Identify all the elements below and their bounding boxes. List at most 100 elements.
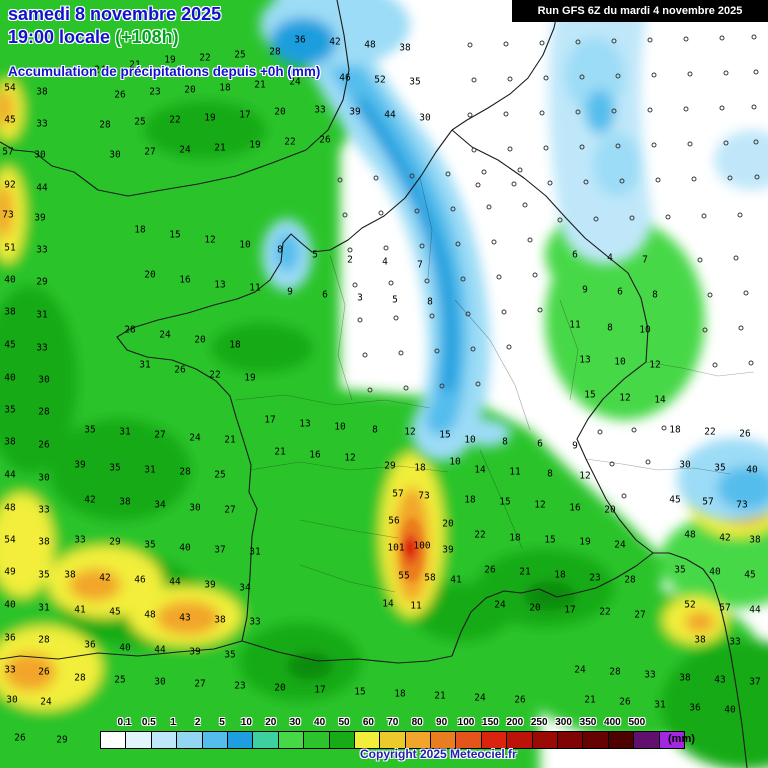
trace-dot [409,173,415,179]
precip-value: 44 [4,469,16,481]
legend-tick-label: 200 [506,717,524,728]
trace-dot [460,276,466,282]
trace-dot [753,69,759,75]
trace-dot [655,177,661,183]
precip-value: 12 [619,392,631,404]
legend-color-cell [583,732,609,748]
precip-value: 7 [417,259,423,271]
precip-value: 18 [229,339,241,351]
trace-dot [687,71,693,77]
run-info-text: Run GFS 6Z du mardi 4 novembre 2025 [537,5,743,17]
precip-value: 6 [322,289,328,301]
precip-value: 26 [514,694,526,706]
precip-value: 24 [159,329,171,341]
precip-value: 20 [274,106,286,118]
legend-tick-label: 250 [530,717,548,728]
precip-value: 38 [679,672,691,684]
precip-value: 33 [314,104,326,116]
precip-value: 19 [244,372,256,384]
legend-color-cell [227,732,254,748]
precip-value: 45 [744,569,756,581]
trace-dot [683,36,689,42]
trace-dot [455,241,461,247]
precip-value: 30 [189,502,201,514]
precip-value: 28 [269,46,281,58]
trace-dot [712,362,718,368]
precip-value: 18 [219,82,231,94]
precip-value: 8 [547,468,553,480]
precip-value: 3 [357,292,363,304]
precip-value: 26 [38,666,50,678]
precip-value: 43 [714,674,726,686]
precip-value: 19 [164,54,176,66]
legend-color-cell [329,732,355,748]
precip-value: 44 [169,576,181,588]
precip-value: 92 [4,179,16,191]
precip-value: 22 [209,369,221,381]
precip-value: 44 [154,644,166,656]
precip-value: 4 [607,252,613,264]
trace-dot [503,111,509,117]
precip-value: 38 [64,569,76,581]
precip-value: 48 [4,502,16,514]
precip-value: 29 [36,276,48,288]
trace-dot [352,282,358,288]
precip-value: 31 [36,309,48,321]
precip-value: 6 [617,286,623,298]
precip-value: 42 [84,494,96,506]
precip-value: 40 [4,274,16,286]
trace-dot [738,325,744,331]
trace-dot [727,175,733,181]
precip-value: 35 [144,539,156,551]
precip-value: 34 [154,499,166,511]
legend-color-cell [608,732,635,748]
precip-value: 35 [224,649,236,661]
precip-value: 24 [289,76,301,88]
trace-dot [450,206,456,212]
trace-dot [547,180,553,186]
legend-tick-label: 80 [411,717,423,728]
precip-value: 10 [334,421,346,433]
precip-value: 33 [36,342,48,354]
trace-dot [445,171,451,177]
precip-value: 2 [347,254,353,266]
precip-value: 26 [484,564,496,576]
legend-tick-label: 20 [265,717,277,728]
trace-dot [367,387,373,393]
precip-value: 45 [4,339,16,351]
precip-value: 8 [652,289,658,301]
precip-value: 15 [499,496,511,508]
precip-value: 49 [4,566,16,578]
precip-value: 16 [309,449,321,461]
precip-value: 24 [474,692,486,704]
precip-value: 11 [569,319,581,331]
precip-value: 38 [399,42,411,54]
precip-value: 29 [56,734,68,746]
trace-dot [362,352,368,358]
precip-value: 31 [144,464,156,476]
precip-value: 38 [4,306,16,318]
precip-value: 43 [179,612,191,624]
precip-value: 40 [746,464,758,476]
precip-value: 42 [329,36,341,48]
legend-tick-label: 50 [338,717,350,728]
legend-unit-label: (mm) [668,733,695,745]
trace-dot [723,140,729,146]
precip-value: 34 [239,582,251,594]
precip-value: 46 [134,574,146,586]
legend-color-cell [456,732,482,748]
trace-dot [337,177,343,183]
precip-value: 7 [642,254,648,266]
trace-dot [439,383,445,389]
precip-value: 13 [299,418,311,430]
trace-dot [429,313,435,319]
precip-value: 27 [634,609,646,621]
precip-value: 52 [684,599,696,611]
trace-dot [651,72,657,78]
trace-dot [424,278,430,284]
coastlines [0,0,748,768]
precip-value: 18 [554,569,566,581]
trace-dot [419,243,425,249]
precip-value: 15 [584,389,596,401]
precip-value: 30 [679,459,691,471]
